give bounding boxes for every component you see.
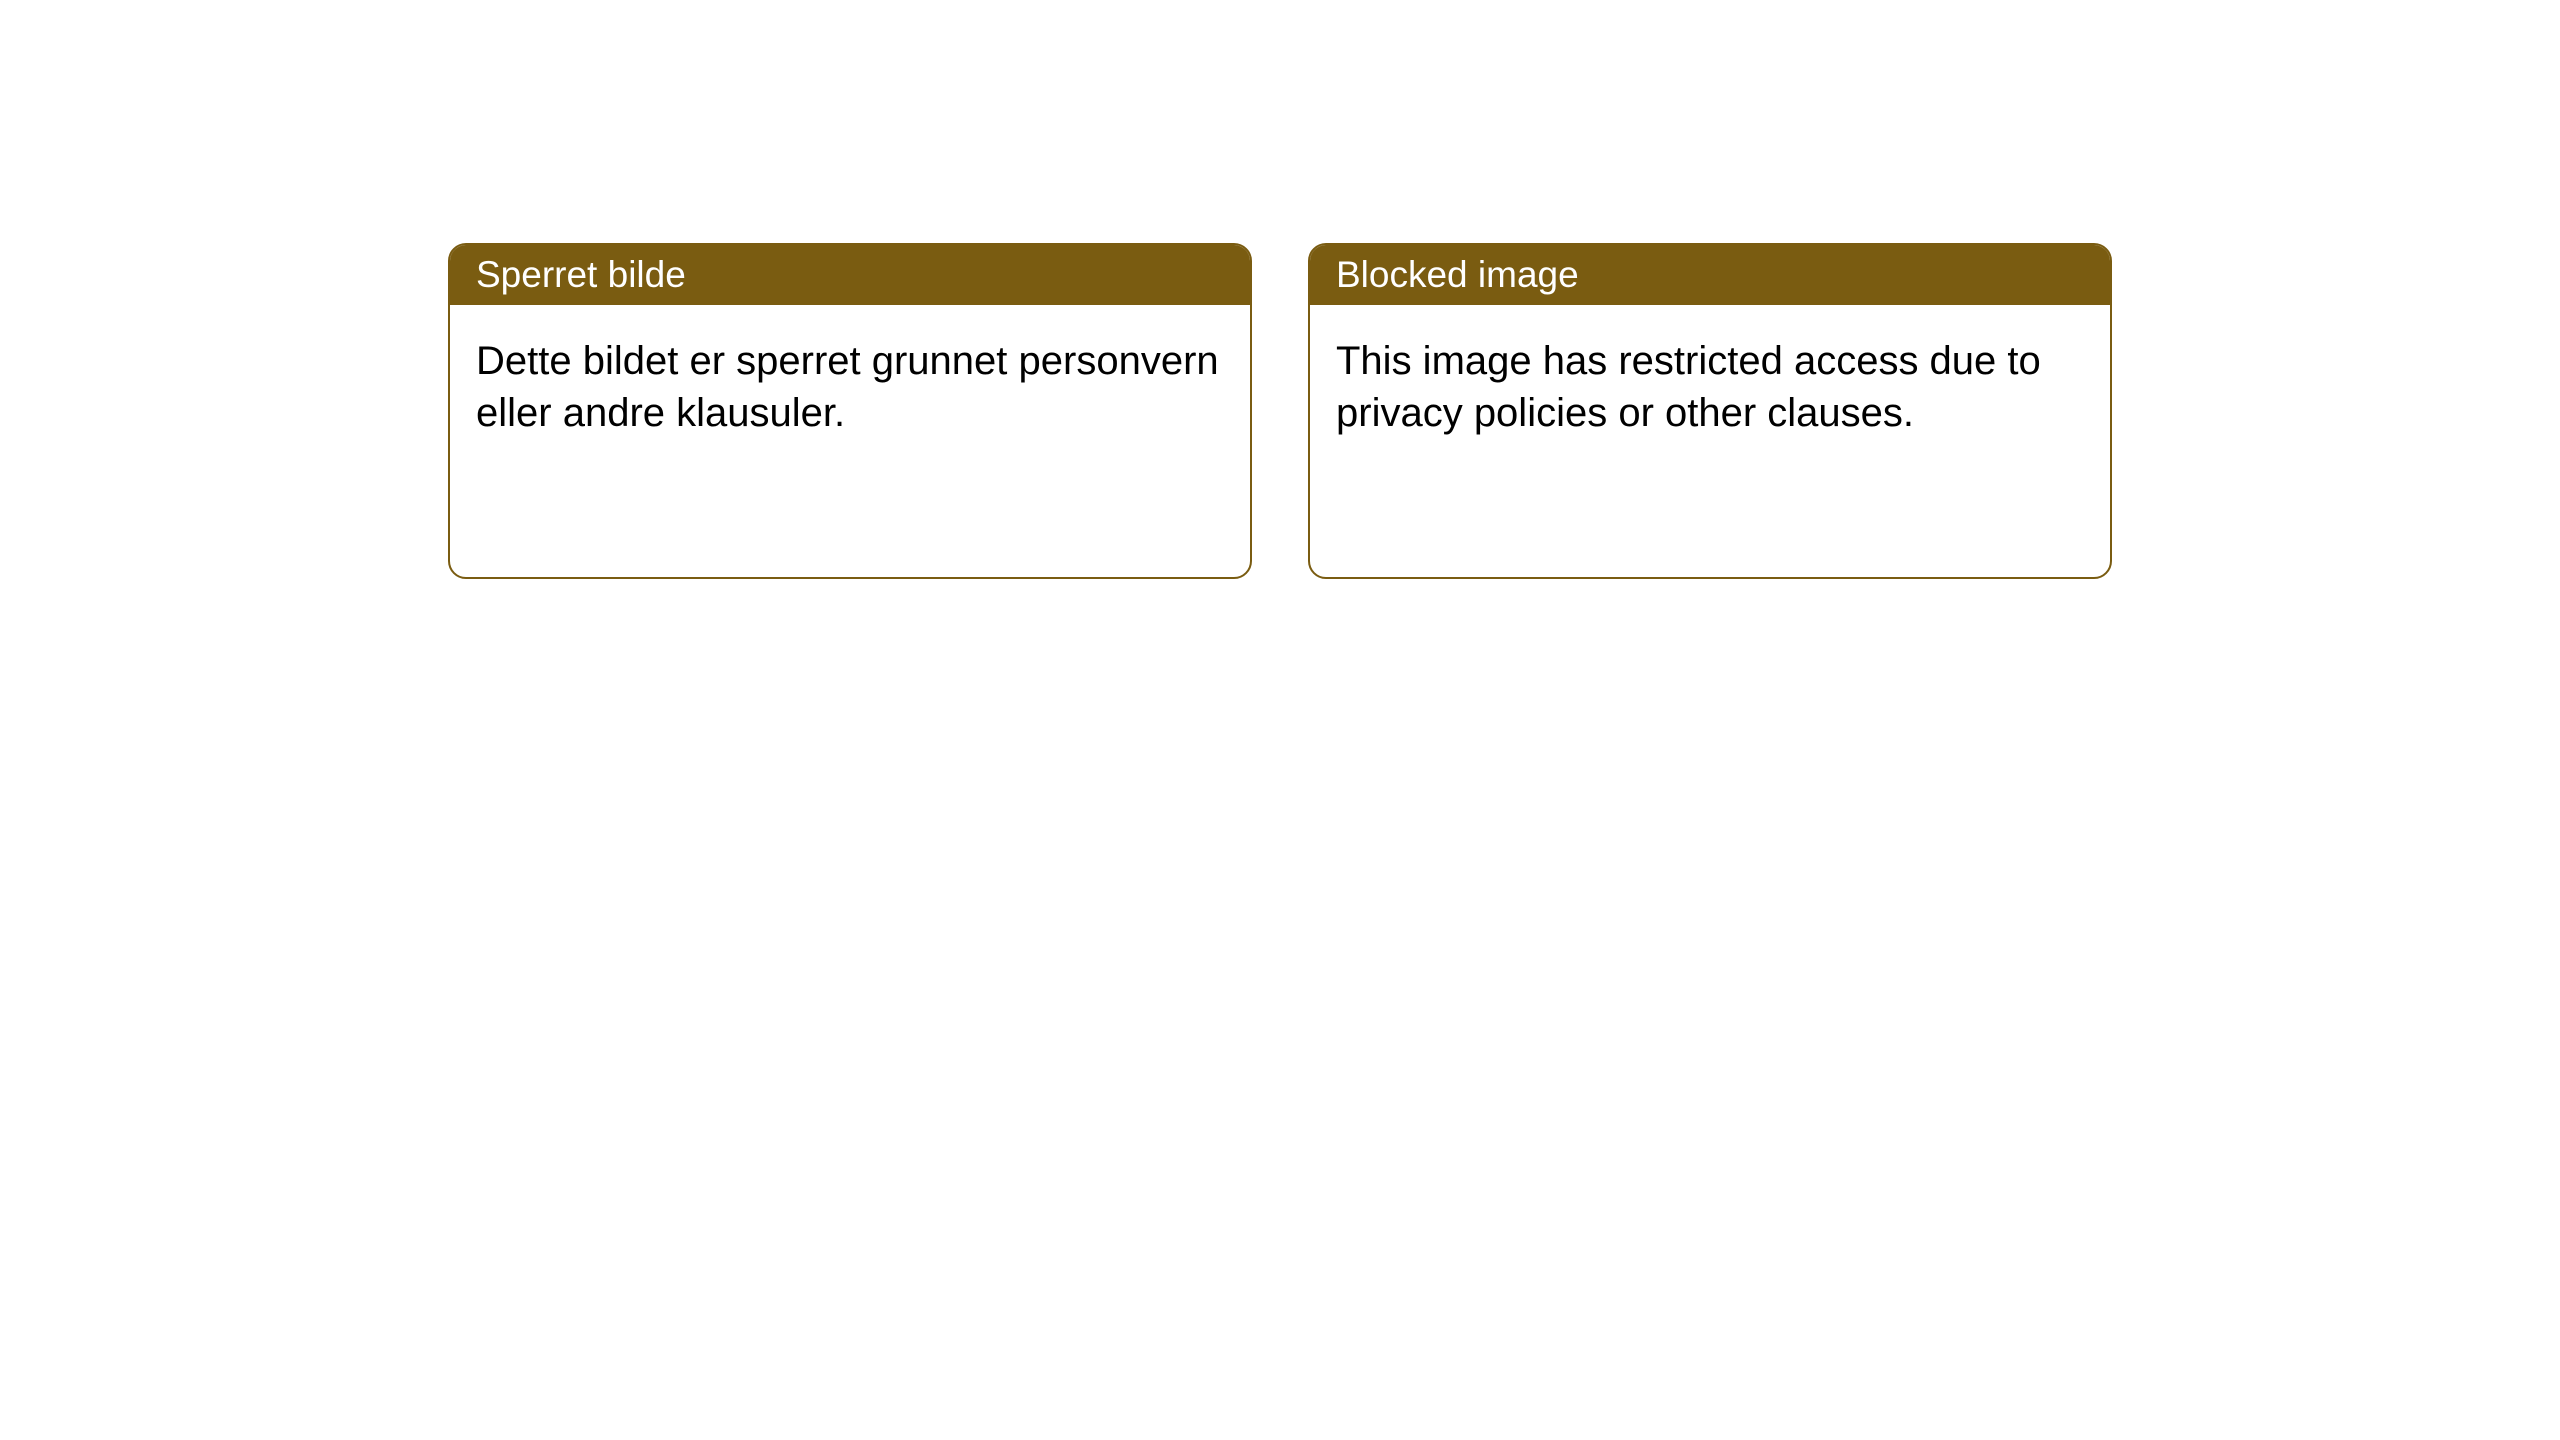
notice-card-title-norwegian: Sperret bilde xyxy=(450,245,1250,305)
notice-card-body-norwegian: Dette bildet er sperret grunnet personve… xyxy=(450,305,1250,469)
notice-card-body-english: This image has restricted access due to … xyxy=(1310,305,2110,469)
notice-card-title-english: Blocked image xyxy=(1310,245,2110,305)
notice-card-norwegian: Sperret bilde Dette bildet er sperret gr… xyxy=(448,243,1252,579)
notice-card-english: Blocked image This image has restricted … xyxy=(1308,243,2112,579)
notice-cards-row: Sperret bilde Dette bildet er sperret gr… xyxy=(448,243,2112,579)
